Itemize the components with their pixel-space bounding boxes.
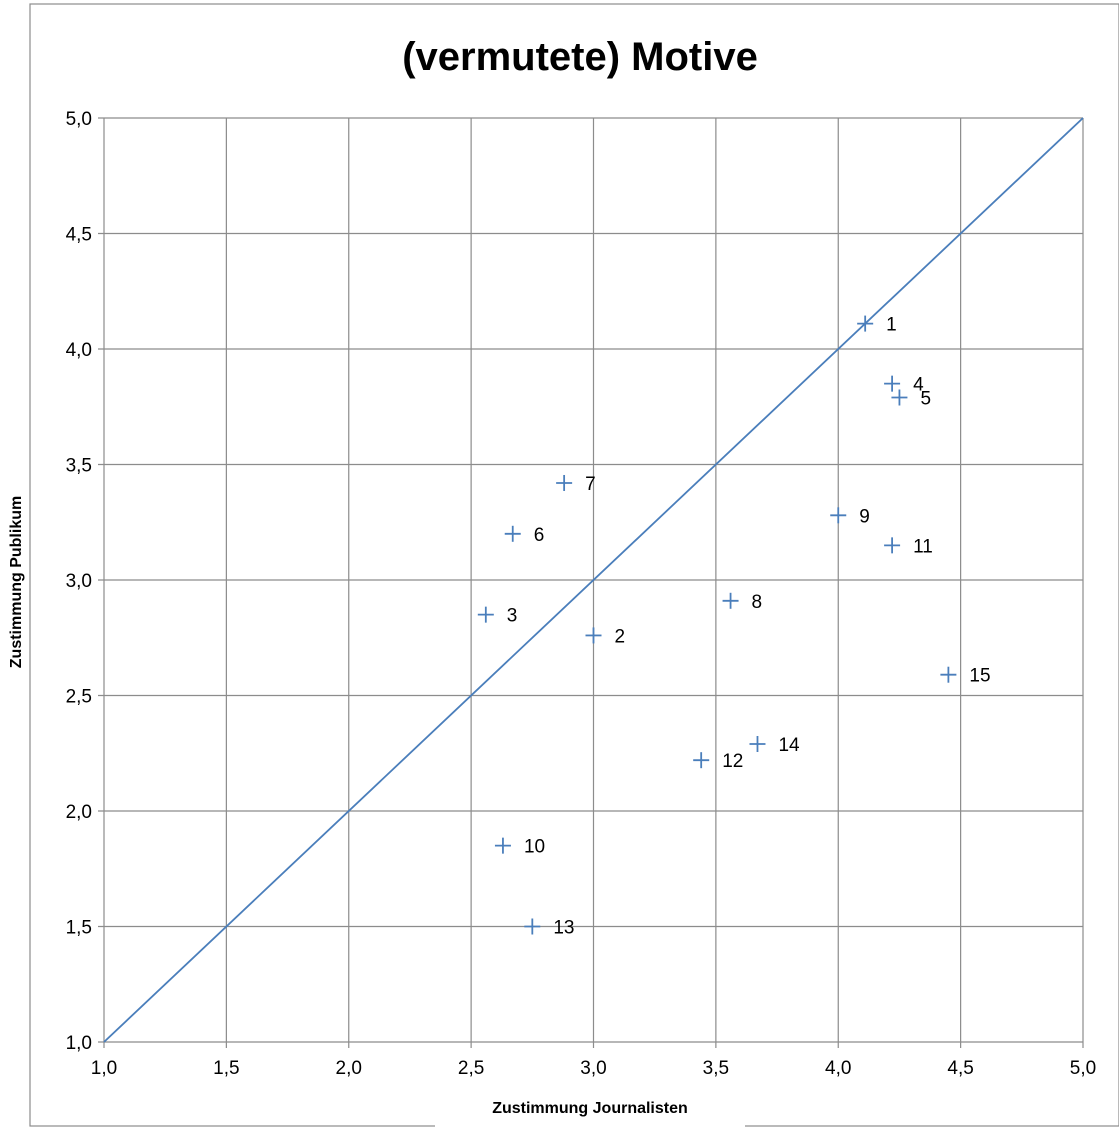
point-label: 12 <box>722 751 743 772</box>
y-tick-label: 3,0 <box>66 571 92 592</box>
x-tick-label: 3,5 <box>703 1058 729 1079</box>
data-point-11: 11 <box>884 536 933 557</box>
y-tick-label: 1,0 <box>66 1033 92 1054</box>
point-label: 8 <box>752 592 763 613</box>
chart-title: (vermutete) Motive <box>402 35 758 79</box>
point-label: 15 <box>969 666 990 687</box>
data-point-7: 7 <box>556 474 596 495</box>
x-tick-label: 1,5 <box>213 1058 239 1079</box>
y-axis-title-bg <box>4 430 26 735</box>
point-label: 7 <box>585 474 596 495</box>
data-point-12: 12 <box>693 751 743 772</box>
point-label: 14 <box>778 735 800 756</box>
x-tick-label: 2,0 <box>336 1058 362 1079</box>
point-label: 4 <box>913 375 924 396</box>
axis-layer: 1,0 1,5 2,0 2,5 3,0 3,5 4,0 4,5 5,0 1,0 1,5 2,0 2,5 3… <box>66 109 1097 1079</box>
data-point-8: 8 <box>722 592 763 613</box>
x-tick-label: 3,0 <box>580 1058 606 1079</box>
point-label: 6 <box>534 525 545 546</box>
y-tick-label: 2,5 <box>66 687 92 708</box>
data-point-6: 6 <box>504 525 545 546</box>
y-axis-title: Zustimmung Publikum <box>8 496 25 668</box>
point-label: 13 <box>553 918 574 939</box>
data-point-10: 10 <box>494 837 545 858</box>
point-label: 1 <box>886 315 897 336</box>
data-point-14: 14 <box>749 735 800 756</box>
point-label: 3 <box>507 606 518 627</box>
data-point-2: 2 <box>585 626 626 647</box>
y-tick-label: 1,5 <box>66 918 92 939</box>
point-label: 5 <box>920 389 931 410</box>
y-tick-label: 3,5 <box>66 456 92 477</box>
data-point-3: 3 <box>477 606 518 627</box>
data-point-1: 1 <box>857 315 897 336</box>
data-point-9: 9 <box>830 506 870 527</box>
data-point-5: 5 <box>891 389 931 410</box>
data-point-4: 4 <box>884 375 924 396</box>
data-point-13: 13 <box>524 918 574 939</box>
x-tick-label: 5,0 <box>1070 1058 1096 1079</box>
point-label: 11 <box>913 536 933 557</box>
grid-layer <box>98 117 1084 1048</box>
x-tick-label: 4,5 <box>947 1058 973 1079</box>
data-point-15: 15 <box>940 666 991 687</box>
x-tick-label: 2,5 <box>458 1058 484 1079</box>
x-axis-title-bg <box>435 1115 745 1130</box>
y-tick-label: 4,5 <box>66 225 92 246</box>
reference-line <box>103 117 1084 1043</box>
x-tick-label: 4,0 <box>825 1058 851 1079</box>
point-label: 9 <box>859 506 870 527</box>
point-label: 2 <box>615 626 626 647</box>
point-label: 10 <box>524 837 545 858</box>
y-tick-label: 5,0 <box>66 109 92 130</box>
x-axis-title: Zustimmung Journalisten <box>492 1100 688 1117</box>
x-tick-label: 1,0 <box>91 1058 117 1079</box>
y-tick-label: 2,0 <box>66 802 92 823</box>
y-tick-label: 4,0 <box>66 340 92 361</box>
